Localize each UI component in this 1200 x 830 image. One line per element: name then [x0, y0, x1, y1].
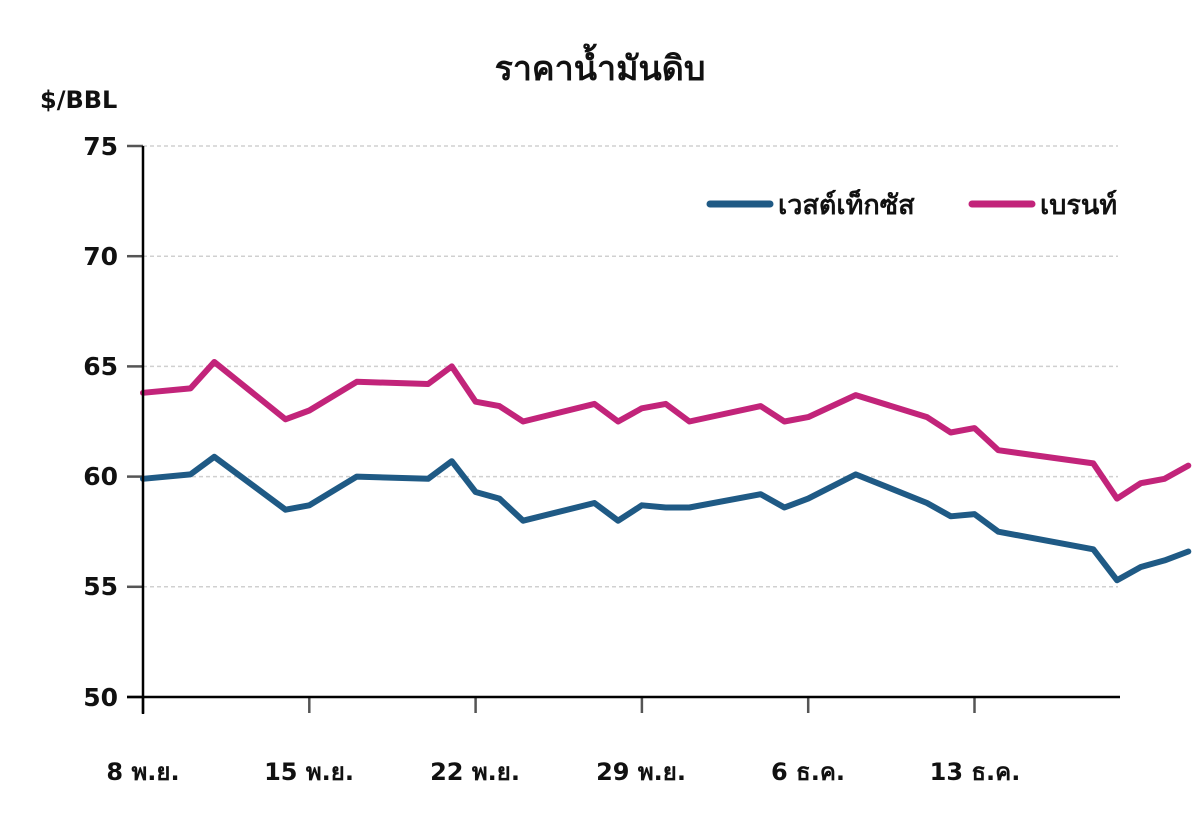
legend-label-brent: เบรนท์ — [1040, 189, 1117, 221]
data-lines — [140, 359, 1192, 584]
axes — [127, 146, 1120, 714]
chart-title: ราคาน้ำมันดิบ — [495, 43, 706, 89]
x-axis-tick-labels: 8 พ.ย. 15 พ.ย. 22 พ.ย. 29 พ.ย. 6 ธ.ค. 13… — [106, 758, 1020, 786]
legend-label-wti: เวสต์เท็กซัส — [778, 187, 915, 221]
y-axis-unit-label: $/BBL — [40, 86, 117, 114]
y-tick-label: 65 — [83, 352, 118, 381]
wti-price-line — [140, 453, 1192, 584]
x-tick-label: 29 พ.ย. — [596, 758, 686, 786]
y-tick-label: 55 — [83, 572, 118, 601]
gridlines — [127, 144, 1118, 713]
y-tick-label: 50 — [83, 683, 118, 712]
x-tick-label: 22 พ.ย. — [430, 758, 520, 786]
x-tick-label: 6 ธ.ค. — [771, 758, 845, 786]
y-tick-label: 75 — [83, 132, 118, 161]
x-tick-label: 13 ธ.ค. — [930, 758, 1021, 786]
x-tick-label: 15 พ.ย. — [264, 758, 354, 786]
brent-price-line — [140, 359, 1192, 502]
y-axis-tick-labels: 75 70 65 60 55 50 — [83, 132, 118, 712]
x-tick-label: 8 พ.ย. — [106, 758, 179, 786]
legend: เวสต์เท็กซัส เบรนท์ — [706, 187, 1117, 221]
y-tick-label: 60 — [83, 462, 118, 491]
y-tick-label: 70 — [83, 242, 118, 271]
